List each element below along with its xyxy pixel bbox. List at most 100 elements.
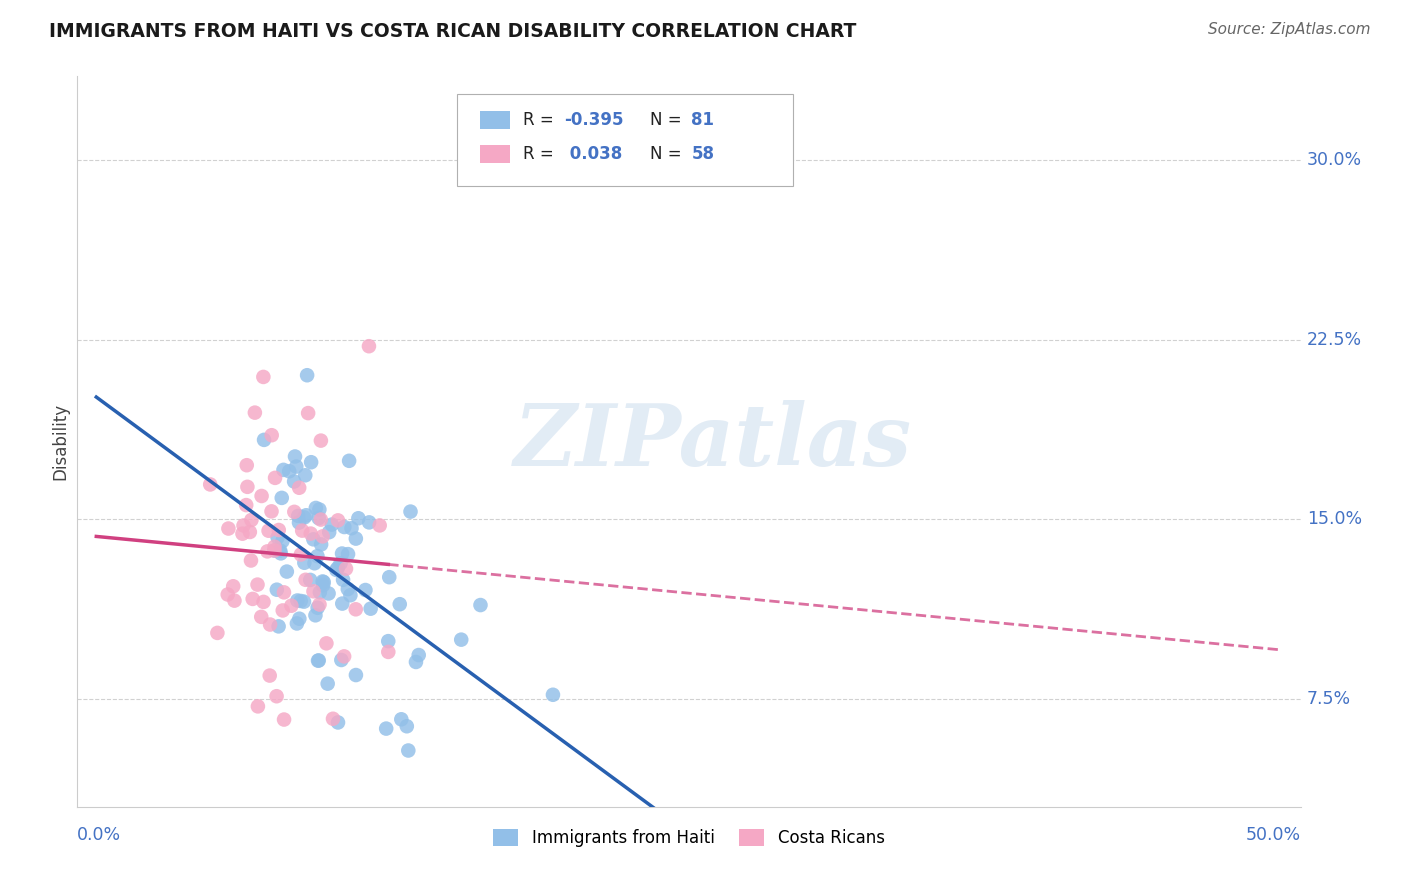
Point (294, 573, 316, 587)
Point (347, 511, 370, 525)
Point (302, 584, 325, 599)
Point (308, 653, 330, 667)
Point (288, 612, 311, 626)
Point (337, 454, 360, 468)
Point (378, 570, 401, 584)
Point (309, 512, 332, 526)
Point (224, 593, 246, 607)
Text: R =: R = (523, 111, 558, 128)
Point (354, 582, 377, 597)
Point (217, 522, 239, 536)
Point (222, 579, 245, 593)
Point (309, 434, 332, 448)
Point (312, 578, 335, 592)
Text: 30.0%: 30.0% (1306, 151, 1362, 169)
Text: 7.5%: 7.5% (1306, 690, 1351, 708)
Point (299, 573, 322, 587)
Point (243, 406, 266, 420)
Point (308, 598, 330, 612)
Point (368, 518, 391, 533)
Point (246, 699, 269, 714)
Point (395, 719, 418, 733)
Point (283, 475, 305, 489)
Point (292, 510, 315, 524)
Point (305, 500, 328, 515)
Text: 0.038: 0.038 (564, 145, 623, 163)
FancyBboxPatch shape (457, 95, 793, 186)
Point (290, 594, 312, 608)
Point (302, 533, 325, 547)
Point (263, 540, 285, 554)
Point (344, 532, 367, 546)
Point (470, 598, 492, 612)
Point (250, 610, 273, 624)
Point (288, 516, 311, 530)
Point (330, 653, 353, 667)
Point (322, 712, 344, 726)
Point (264, 471, 287, 485)
Point (253, 433, 276, 447)
Point (271, 603, 294, 617)
Text: 22.5%: 22.5% (1306, 331, 1362, 349)
Point (273, 585, 295, 599)
Point (311, 574, 333, 589)
Point (325, 563, 347, 577)
Point (330, 547, 353, 561)
Y-axis label: Disability: Disability (51, 403, 69, 480)
Point (357, 339, 380, 353)
Point (239, 524, 262, 539)
Point (340, 521, 363, 535)
Point (344, 602, 367, 616)
Point (336, 582, 359, 596)
Point (252, 370, 274, 384)
Point (309, 537, 332, 551)
Point (295, 368, 318, 383)
Point (344, 668, 367, 682)
Point (256, 544, 278, 558)
Text: Source: ZipAtlas.com: Source: ZipAtlas.com (1208, 22, 1371, 37)
Point (377, 645, 399, 659)
Point (318, 525, 340, 540)
Point (307, 654, 329, 668)
Point (304, 608, 326, 623)
Point (285, 616, 308, 631)
Point (312, 575, 335, 590)
Point (375, 722, 398, 736)
Point (315, 636, 337, 650)
Point (299, 526, 322, 541)
Point (267, 619, 290, 633)
Point (377, 634, 399, 648)
Point (252, 595, 274, 609)
Point (311, 529, 333, 543)
Point (335, 562, 357, 576)
Point (250, 489, 273, 503)
Point (260, 504, 283, 518)
Point (450, 632, 472, 647)
Point (333, 649, 356, 664)
Point (307, 600, 329, 615)
Text: 81: 81 (692, 111, 714, 128)
Point (332, 573, 354, 587)
Point (231, 526, 253, 541)
Text: 15.0%: 15.0% (1306, 510, 1362, 528)
Point (292, 594, 315, 608)
Point (283, 505, 305, 519)
Text: R =: R = (523, 145, 558, 163)
Point (270, 491, 292, 505)
Text: N =: N = (650, 111, 686, 128)
Point (242, 591, 264, 606)
Point (292, 556, 315, 570)
Point (273, 713, 295, 727)
Point (399, 505, 422, 519)
Point (295, 508, 318, 523)
Point (259, 617, 281, 632)
Point (359, 516, 381, 530)
Point (257, 524, 280, 538)
Point (408, 648, 430, 662)
Point (267, 523, 290, 537)
Legend: Immigrants from Haiti, Costa Ricans: Immigrants from Haiti, Costa Ricans (486, 822, 891, 854)
Point (405, 655, 427, 669)
Point (236, 480, 259, 494)
Point (316, 676, 339, 690)
Point (284, 450, 307, 464)
